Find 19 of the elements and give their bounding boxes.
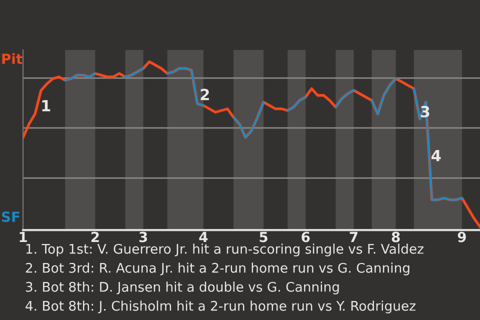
text: 4. Bot 8th: J. Chisholm hit a 2-run home run vs Y. Rodriguez [26,300,416,314]
x-tick-label: 8 [392,232,400,242]
text: Pit [2,53,22,64]
x-tick-label: 2 [91,232,99,242]
x-tick-label: 1 [20,232,27,242]
x-tick-label: 4 [199,232,208,242]
text: 3. Bot 8th: D. Jansen hit a double vs G. Canning [26,282,339,294]
x-tick-label: 6 [302,232,310,242]
text: SF [2,212,20,222]
x-tick-label: 7 [350,232,358,242]
text: 2. Bot 3rd: R. Acuna Jr. hit a 2-run home run vs G. Canning [26,262,410,276]
x-tick-label: 3 [139,232,148,242]
x-tick-label: 9 [458,232,466,242]
annotation: 4 [432,150,441,162]
annotation: 3 [420,106,430,118]
x-tick-label: 5 [260,232,268,242]
annotation: 1 [42,100,50,112]
annotation: 2 [200,88,209,100]
text: 1. Top 1st: V. Guerrero Jr. hit a run-scoring single vs F. Valdez [26,244,424,256]
